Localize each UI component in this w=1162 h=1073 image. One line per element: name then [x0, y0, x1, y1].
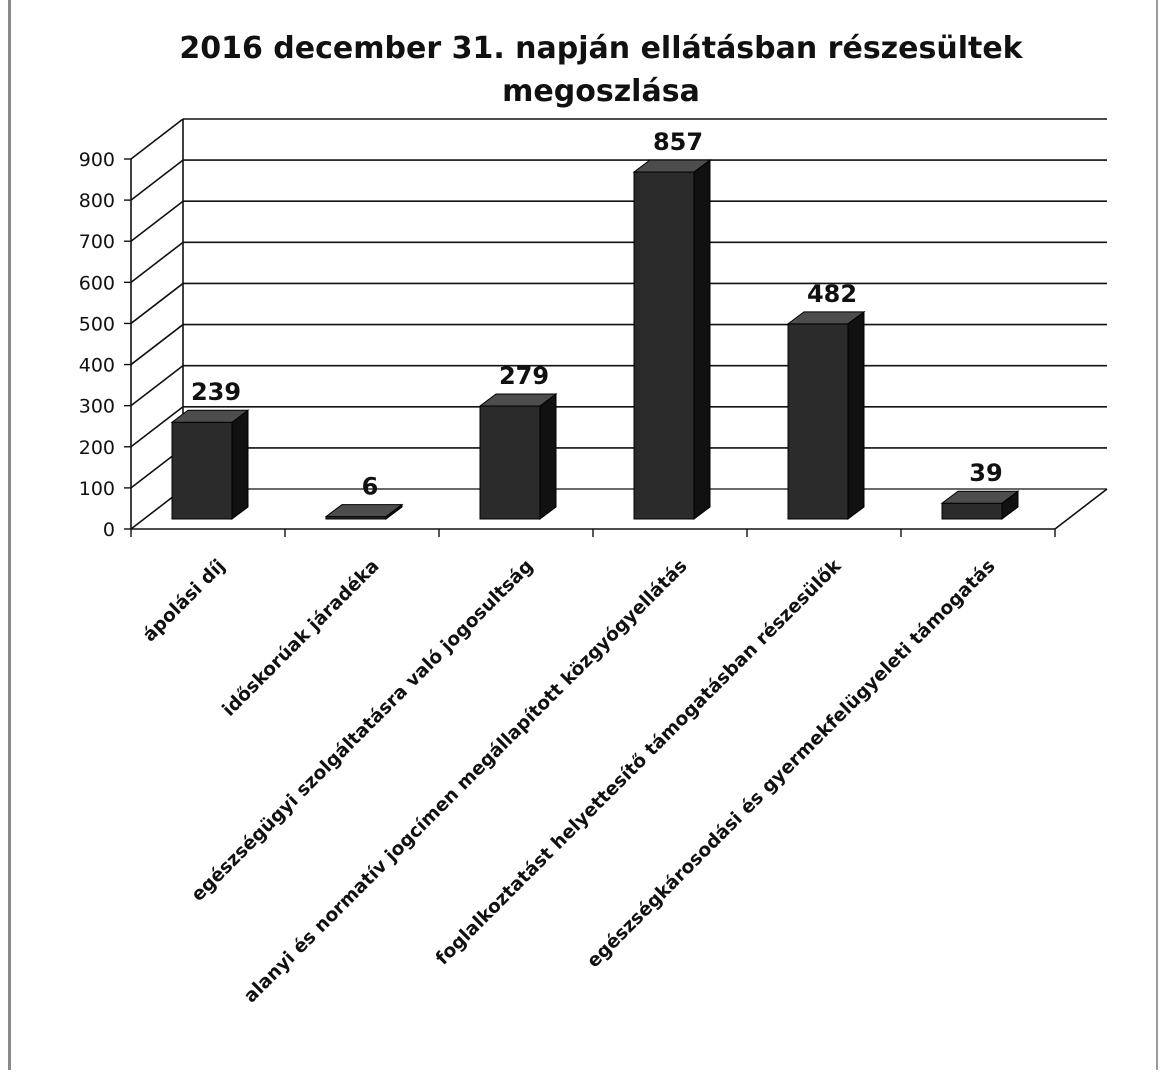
chart-title-line: megoszlása: [502, 74, 700, 109]
gridlines: [130, 118, 1107, 530]
y-axis-tick-labels: 0 100 200 300 400 500 600 700 800 900: [79, 149, 115, 541]
data-label: 239: [191, 378, 241, 406]
data-labels: 239 6 279 857 482 39: [191, 128, 1003, 501]
data-label: 6: [362, 473, 379, 501]
y-tick-label: 200: [79, 437, 115, 459]
bar-top: [940, 490, 1020, 504]
gridline-wall: [130, 323, 184, 366]
gridline-wall: [130, 365, 184, 407]
gridline-wall: [130, 282, 184, 325]
y-tick-label: 400: [79, 355, 115, 377]
data-label: 482: [807, 280, 857, 308]
bar-top: [478, 393, 558, 407]
gridline-wall: [130, 406, 184, 448]
bar: [632, 158, 712, 520]
bar: [324, 503, 404, 520]
bar-side: [693, 158, 711, 520]
bar-front: [633, 171, 695, 520]
y-tick-label: 600: [79, 272, 115, 294]
gridline-wall: [130, 159, 184, 201]
bars: [170, 158, 1020, 520]
gridline-wall: [130, 241, 184, 283]
bar-top: [632, 159, 712, 173]
bar-top: [170, 409, 250, 423]
y-tick-label: 900: [79, 149, 115, 171]
x-category-label: időskorúak járadéka: [219, 556, 384, 721]
y-tick-label: 500: [79, 313, 115, 335]
bar-top: [324, 504, 404, 518]
bar: [940, 490, 1020, 520]
y-tick-label: 800: [79, 190, 115, 212]
chart-svg: 2016 december 31. napján ellátásban rész…: [79, 31, 1108, 1007]
floor-right-edge: [1054, 488, 1108, 530]
bar-front: [787, 323, 849, 520]
gridline-wall: [130, 118, 184, 160]
y-tick-label: 700: [79, 231, 115, 253]
bar-side: [539, 393, 557, 520]
chart-title-line: 2016 december 31. napján ellátásban rész…: [179, 31, 1023, 66]
bar-front: [479, 405, 541, 520]
data-label: 279: [499, 362, 549, 390]
data-label: 39: [969, 459, 1002, 487]
bar-side: [231, 409, 249, 520]
data-label: 857: [653, 128, 703, 156]
chart-frame: 2016 december 31. napján ellátásban rész…: [8, 0, 1158, 1070]
chart-title: 2016 december 31. napján ellátásban rész…: [179, 31, 1023, 109]
bar: [170, 409, 250, 520]
bar-front: [171, 421, 233, 520]
x-category-label: ápolási díj: [139, 556, 229, 646]
gridline-wall: [130, 200, 184, 242]
chart-walls: [124, 119, 1108, 537]
y-tick-label: 300: [79, 396, 115, 418]
bar: [786, 310, 866, 520]
y-tick-label: 100: [79, 478, 115, 500]
bar-front: [941, 502, 1003, 520]
bar: [478, 393, 558, 520]
bar-top: [786, 311, 866, 325]
x-category-label: egészségügyi szolgáltatásra való jogosul…: [188, 556, 538, 906]
bar-side: [847, 310, 865, 520]
y-tick-label: 0: [103, 519, 115, 541]
